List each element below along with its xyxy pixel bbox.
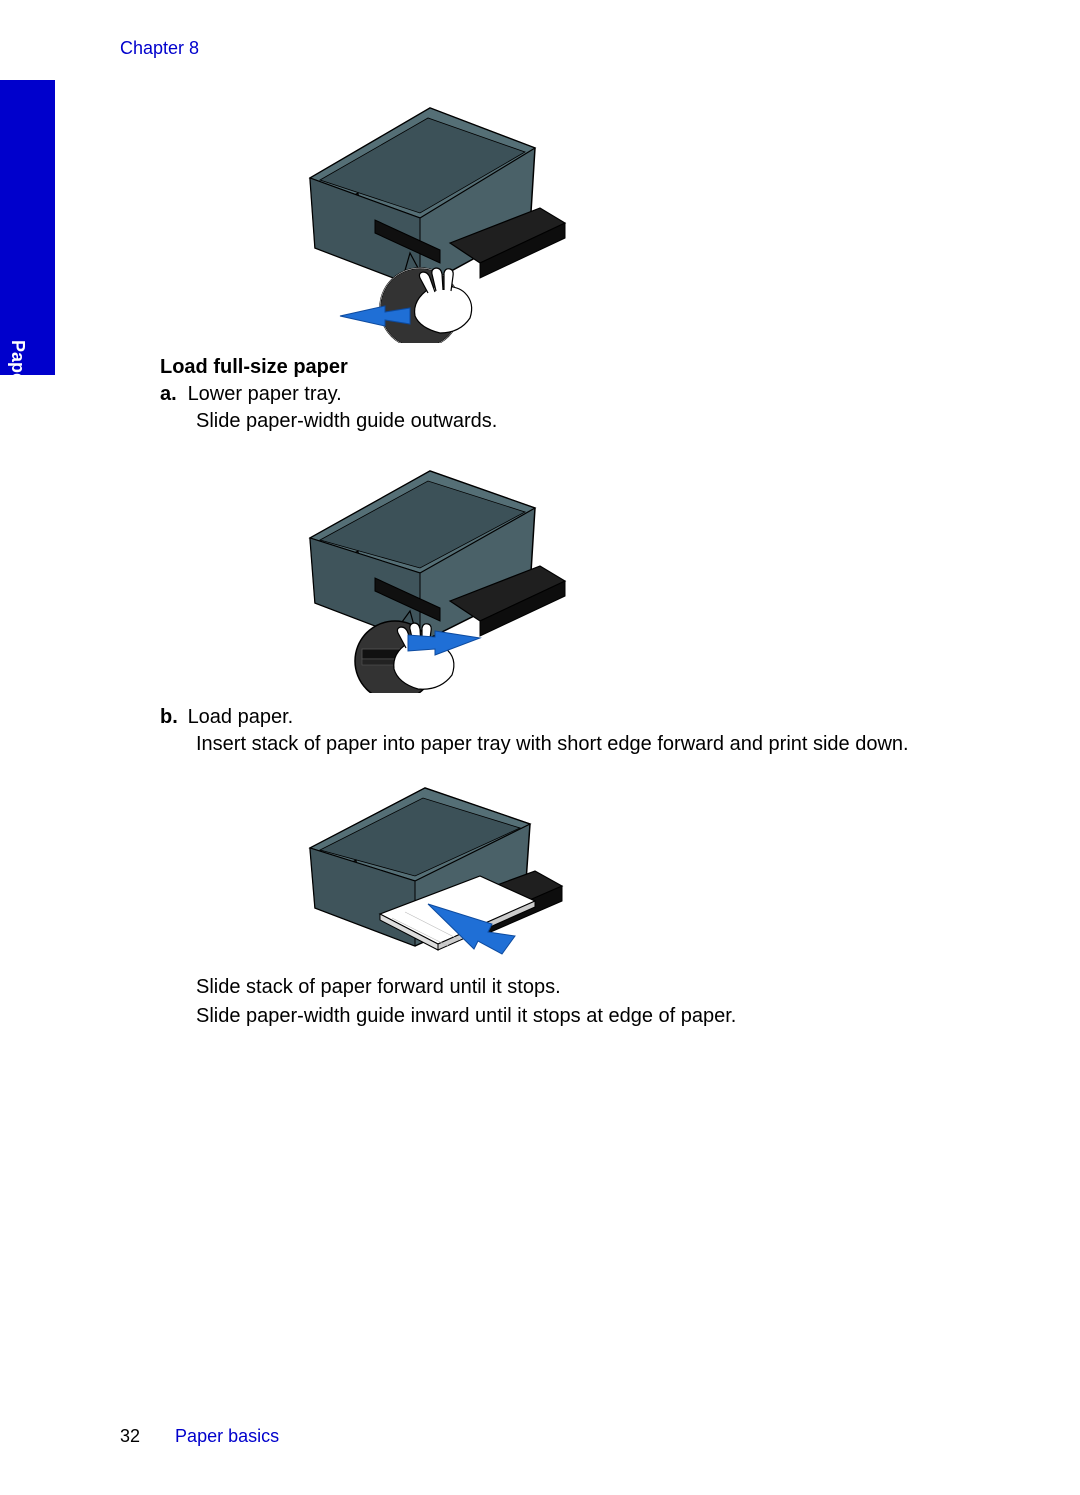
side-tab: Paper basics — [0, 80, 55, 375]
chapter-header: Chapter 8 — [120, 38, 199, 59]
step-b-letter: b — [160, 706, 172, 728]
side-tab-label: Paper basics — [7, 340, 28, 451]
page-content: Load full-size paper a. Lower paper tray… — [160, 70, 980, 1032]
step-a-title: Lower paper tray. — [188, 383, 342, 405]
figure-2 — [280, 443, 980, 698]
step-b-line2: Slide stack of paper forward until it st… — [196, 974, 980, 1001]
section-heading: Load full-size paper — [160, 356, 980, 379]
step-a-line1: Slide paper-width guide outwards. — [196, 408, 980, 435]
step-b-title: Load paper. — [188, 706, 294, 728]
figure-1 — [280, 78, 980, 348]
step-b: b. Load paper. — [160, 706, 980, 729]
step-b-line3: Slide paper-width guide inward until it … — [196, 1003, 980, 1030]
step-a: a. Lower paper tray. — [160, 383, 980, 406]
footer-section: Paper basics — [175, 1426, 279, 1446]
step-a-letter: a — [160, 383, 171, 405]
step-b-line1: Insert stack of paper into paper tray wi… — [196, 731, 980, 758]
page-footer: 32 Paper basics — [120, 1426, 279, 1447]
figure-3 — [280, 766, 980, 966]
page-number: 32 — [120, 1426, 140, 1446]
